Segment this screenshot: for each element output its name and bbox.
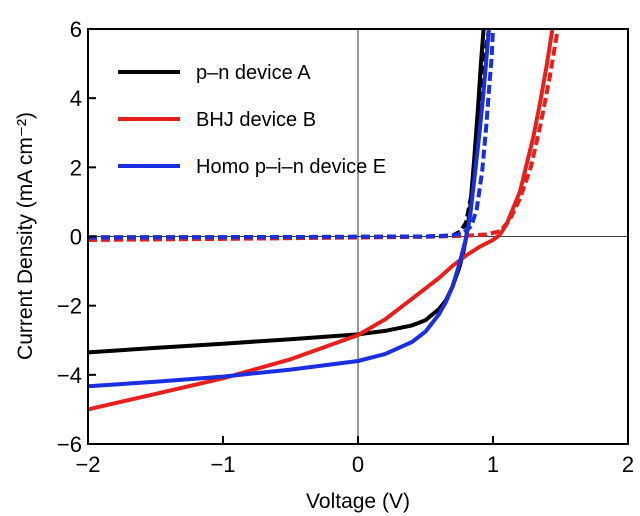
y-tick-label: 4 [70, 86, 82, 111]
legend-label: Homo p–i–n device E [196, 156, 386, 178]
legend: p–n device A BHJ device B Homo p–i–n devic… [118, 62, 386, 178]
x-axis-label: Voltage (V) [306, 490, 410, 513]
y-axis-label: Current Density (mA cm⁻²) [14, 112, 37, 360]
series-line-1 [88, 29, 491, 240]
series-line-4 [88, 29, 491, 389]
y-tick-label: 6 [70, 17, 82, 42]
x-tick-label: 0 [352, 452, 364, 477]
x-tick-label: −1 [210, 452, 235, 477]
y-tick-label: 2 [70, 155, 82, 180]
y-tick-label: 0 [70, 225, 82, 250]
legend-label: p–n device A [196, 62, 311, 84]
x-tick-label: 1 [487, 452, 499, 477]
x-tick-label: −2 [75, 452, 100, 477]
series-line-3 [88, 29, 560, 242]
y-tick-label: −2 [57, 294, 82, 319]
zero-lines [88, 29, 628, 444]
y-tick-label: −4 [57, 363, 82, 388]
series-layer [88, 29, 560, 412]
x-tick-label: 2 [622, 452, 634, 477]
ticks-layer: −2 −1 0 1 2 −6 −4 −2 0 2 4 6 [57, 17, 634, 477]
legend-label: BHJ device B [196, 109, 316, 131]
series-line-5 [88, 29, 495, 240]
series-line-2 [88, 29, 555, 412]
y-tick-label: −6 [57, 432, 82, 457]
